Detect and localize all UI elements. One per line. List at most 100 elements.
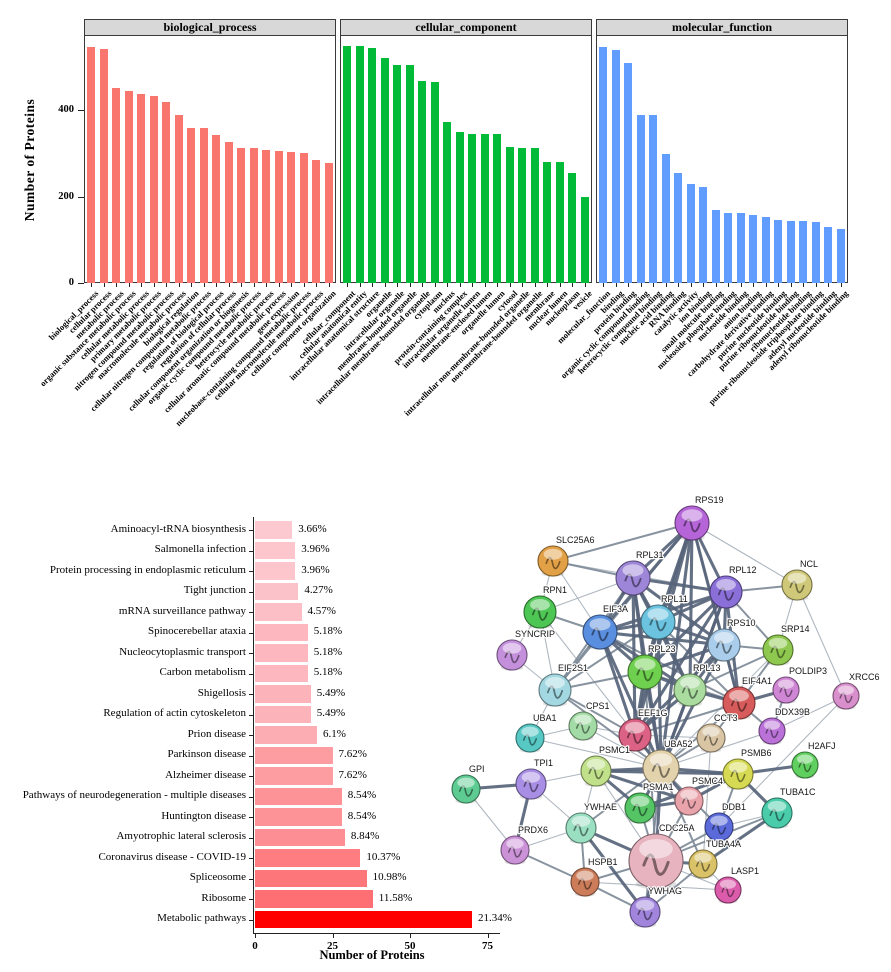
network-node-label: RPS19	[695, 495, 724, 505]
kegg-category-label: Carbon metabolism	[159, 666, 246, 678]
network-node-label: TUBA1C	[780, 787, 816, 797]
kegg-bar	[255, 869, 367, 888]
node-gloss	[767, 800, 787, 812]
node-gloss	[571, 815, 591, 827]
go-bar	[299, 152, 308, 283]
go-x-tick	[690, 283, 692, 287]
go-bar	[249, 148, 258, 283]
go-bar	[649, 115, 658, 283]
go-x-tick	[640, 283, 642, 287]
network-node-label: H2AFJ	[808, 741, 836, 751]
kegg-bar	[255, 541, 296, 560]
go-x-tick	[572, 283, 574, 287]
go-x-tick	[266, 283, 268, 287]
go-bar	[518, 148, 527, 283]
kegg-bar	[255, 828, 345, 847]
go-bar	[786, 220, 795, 283]
node-gloss	[521, 726, 539, 737]
go-x-tick	[409, 283, 411, 287]
kegg-category-label: Aminoacyl-tRNA biosynthesis	[110, 522, 246, 535]
go-bar	[237, 147, 246, 283]
node-gloss	[768, 637, 788, 649]
go-x-tick	[447, 283, 449, 287]
network-node-label: PSMA1	[643, 782, 674, 792]
network-node-label: UBA1	[533, 713, 557, 723]
kegg-percent-label: 10.37%	[366, 850, 401, 863]
go-bar	[112, 88, 121, 283]
kegg-percent-label: 7.62%	[338, 748, 367, 760]
network-node-label: EEF1G	[638, 708, 668, 718]
go-x-tick	[278, 283, 280, 287]
go-bar	[343, 46, 352, 283]
network-node-label: PRDX6	[518, 825, 548, 835]
kegg-bar	[255, 808, 342, 826]
network-node-label: RPL11	[661, 594, 688, 604]
node-gloss	[625, 722, 645, 734]
go-bar	[836, 228, 845, 283]
go-bar	[443, 122, 452, 283]
kegg-category-label: Regulation of actin cytoskeleton	[103, 707, 246, 719]
kegg-percent-label: 3.96%	[301, 543, 330, 555]
node-gloss	[719, 879, 737, 889]
network-node-label: RPL12	[729, 565, 757, 575]
node-gloss	[680, 789, 698, 800]
go-x-tick	[628, 283, 630, 287]
panel-molecular-function	[596, 35, 848, 283]
network-node-label: RPL13	[693, 663, 721, 673]
node-gloss	[530, 599, 550, 611]
network-node-label: DDB1	[722, 802, 746, 812]
network-node-label: YWHAE	[584, 802, 617, 812]
kegg-x-axis-line	[253, 932, 500, 934]
panel-biological-process	[84, 35, 336, 283]
kegg-y-tick	[249, 530, 253, 531]
kegg-bar	[255, 726, 317, 744]
go-bar	[505, 147, 514, 283]
network-edge	[656, 620, 663, 770]
network-node-label: NCL	[800, 559, 818, 569]
go-y-tick-label: 400	[58, 103, 74, 115]
kegg-category-label: Protein processing in endoplasmic reticu…	[49, 563, 246, 576]
go-x-tick	[241, 283, 243, 287]
network-edge	[690, 521, 726, 647]
network-edge	[598, 630, 637, 737]
node-gloss	[702, 726, 720, 737]
kegg-percent-label: 3.66%	[298, 522, 327, 535]
go-x-tick	[728, 283, 730, 287]
go-x-tick	[128, 283, 130, 287]
go-x-tick	[740, 283, 742, 287]
panel-title-molecular-function: molecular_function	[672, 20, 772, 34]
kegg-category-label: Metabolic pathways	[157, 912, 246, 924]
network-node-label: TPI1	[534, 758, 553, 768]
go-bar	[568, 172, 577, 283]
go-bar	[149, 96, 158, 283]
go-x-tick	[203, 283, 205, 287]
kegg-bar	[255, 562, 296, 580]
kegg-bar	[255, 664, 308, 683]
go-x-tick	[653, 283, 655, 287]
network-node-label: UBA52	[664, 739, 693, 749]
kegg-percent-label: 6.1%	[323, 727, 346, 740]
kegg-y-tick	[249, 817, 253, 818]
network-node-label: TUBA4A	[706, 839, 741, 849]
go-bar	[430, 81, 439, 283]
go-x-tick	[397, 283, 399, 287]
kegg-bar	[255, 685, 311, 703]
network-edge	[771, 695, 847, 732]
go-x-tick	[316, 283, 318, 287]
go-x-tick	[703, 283, 705, 287]
kegg-x-tick	[410, 932, 411, 938]
network-node-label: CDC25A	[659, 823, 695, 833]
go-x-tick	[603, 283, 605, 287]
kegg-percent-label: 5.49%	[316, 686, 346, 699]
go-y-tick-label: 200	[58, 190, 74, 202]
kegg-x-tick-label: 0	[252, 939, 258, 952]
network-node-label: SLC25A6	[556, 535, 595, 545]
go-x-tick	[178, 283, 180, 287]
go-x-tick	[497, 283, 499, 287]
go-bar	[455, 132, 464, 283]
kegg-y-tick	[249, 837, 253, 839]
kegg-y-tick	[249, 776, 253, 777]
go-bar	[262, 150, 271, 283]
node-gloss	[639, 839, 673, 859]
node-gloss	[728, 761, 748, 773]
